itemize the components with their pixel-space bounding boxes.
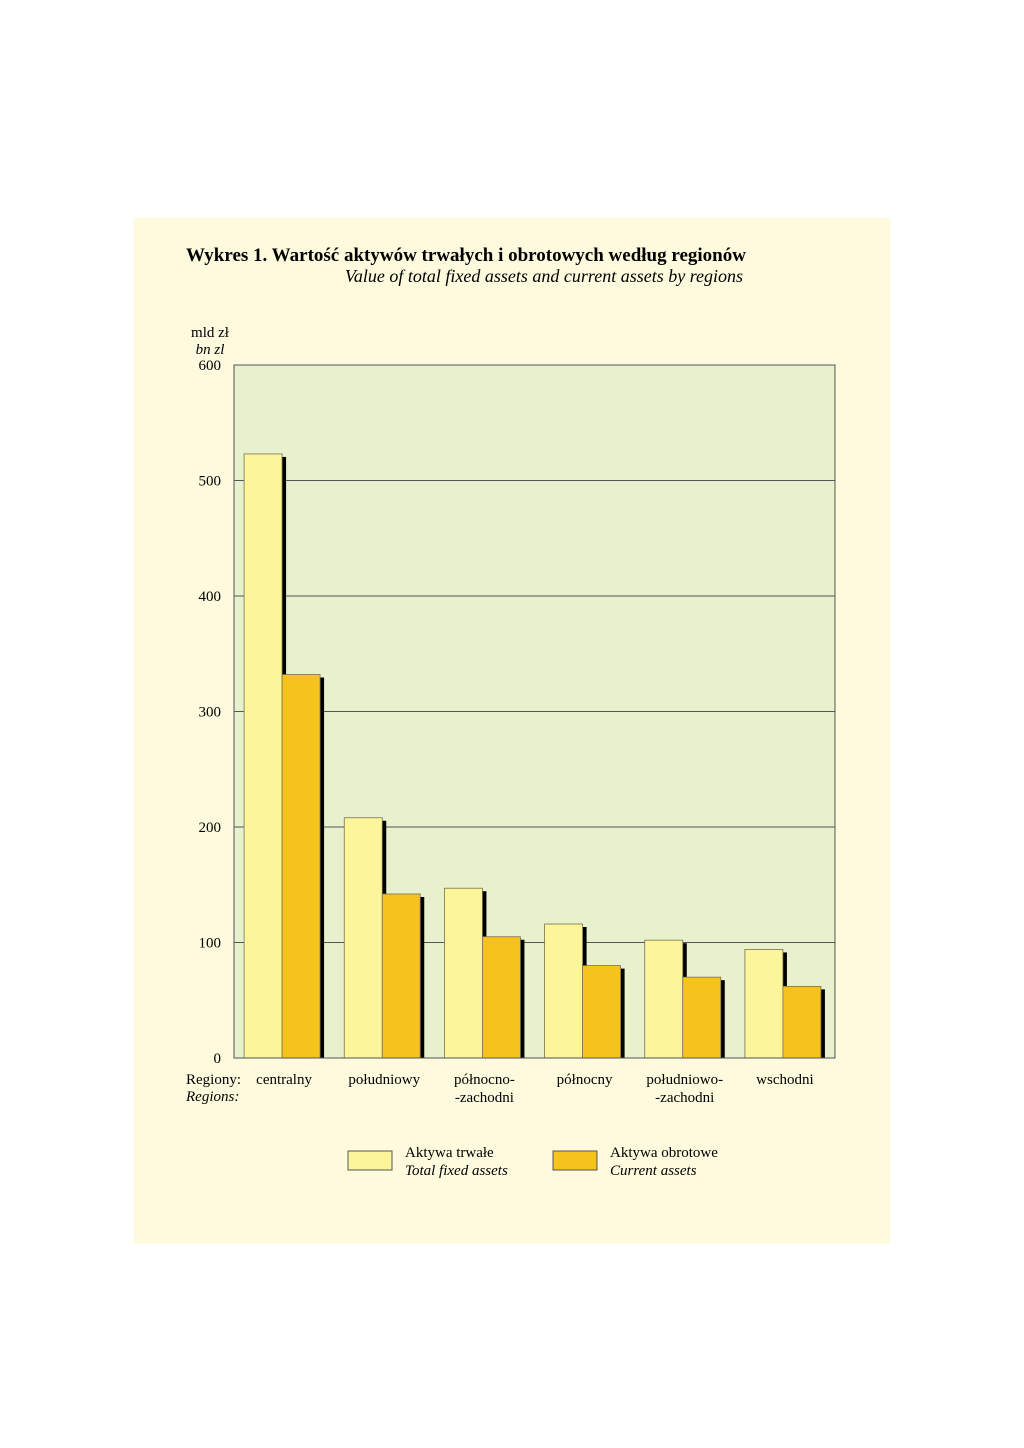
bar-current-assets (782, 985, 822, 1059)
plot-frame (233, 364, 836, 1059)
y-tick-label: 100 (199, 936, 222, 952)
x-axis-title: Regiony: (186, 1072, 241, 1088)
x-tick-label: wschodni (756, 1072, 814, 1088)
legend-swatch (347, 1150, 393, 1171)
legend-label-en: Total fixed assets (405, 1163, 508, 1179)
x-axis-title-en: Regions: (185, 1089, 239, 1105)
grid-lines (234, 480, 835, 943)
bar-current-assets (482, 936, 521, 1059)
x-tick-label: południowy (348, 1072, 420, 1088)
y-tick-label: 200 (199, 820, 222, 836)
legend-label: Aktywa trwałe (405, 1145, 494, 1161)
legend-label: Aktywa obrotowe (610, 1145, 718, 1161)
y-tick-label: 400 (199, 589, 222, 605)
y-tick-label: 500 (199, 474, 222, 490)
y-tick-label: 0 (214, 1051, 222, 1067)
bar-fixed-assets (544, 923, 583, 1059)
bars (243, 453, 825, 1059)
bar-fixed-assets (343, 817, 383, 1059)
chart-subtitle: Value of total fixed assets and current … (345, 266, 743, 286)
bar-current-assets (381, 893, 421, 1059)
bar-fixed-assets (243, 453, 283, 1059)
legend-label-en: Current assets (610, 1163, 697, 1179)
chart-panel: Wykres 1. Wartość aktywów trwałych i obr… (134, 218, 890, 1244)
bar-fixed-assets (744, 949, 784, 1059)
y-axis-unit-en: bn zl (196, 342, 225, 358)
x-tick-label: centralny (256, 1072, 312, 1088)
y-axis-ticks: 0 100 200 300 400 500 600 (199, 358, 222, 1067)
bar-current-assets (682, 976, 722, 1059)
bar-fixed-assets (444, 887, 483, 1059)
x-tick-label: -zachodni (655, 1090, 714, 1106)
y-tick-label: 600 (199, 358, 222, 374)
bar-chart: Wykres 1. Wartość aktywów trwałych i obr… (185, 245, 836, 1179)
x-axis-labels: centralny południowy północno- -zachodni pół… (256, 1072, 813, 1106)
chart-title: Wykres 1. Wartość aktywów trwałych i obr… (186, 245, 746, 266)
bar-current-assets (582, 965, 621, 1059)
x-tick-label: północny (557, 1072, 613, 1088)
y-tick-label: 300 (199, 705, 222, 721)
legend: Aktywa trwałe Total fixed assets Aktywa ob… (347, 1145, 718, 1179)
x-tick-label: -zachodni (455, 1090, 514, 1106)
legend-swatch (552, 1150, 598, 1171)
y-axis-unit: mld zł (191, 325, 230, 341)
x-tick-label: południowo- (646, 1072, 723, 1088)
bar-current-assets (281, 674, 321, 1059)
x-tick-label: północno- (454, 1072, 515, 1088)
bar-fixed-assets (644, 939, 684, 1059)
